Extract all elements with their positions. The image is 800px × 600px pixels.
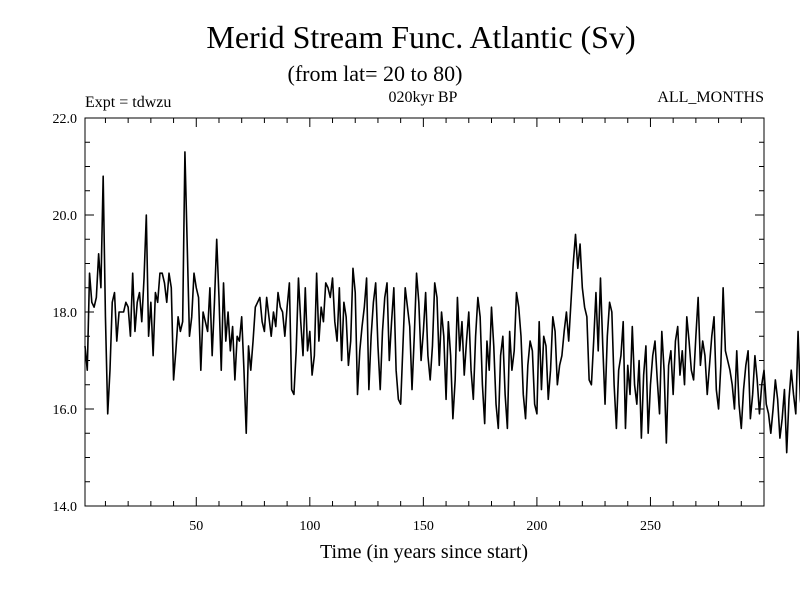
y-tick-label: 20.0 xyxy=(53,209,78,224)
x-tick-label: 50 xyxy=(189,519,203,534)
series-line xyxy=(84,151,800,454)
series-layer xyxy=(84,151,800,454)
x-tick-label: 200 xyxy=(526,519,547,534)
y-axis-ticks: 14.0 16.0 18.0 20.0 22.0 xyxy=(53,112,764,515)
x-tick-label: 150 xyxy=(413,519,434,534)
y-tick-label: 18.0 xyxy=(53,306,78,321)
y-tick-label: 22.0 xyxy=(53,112,78,127)
annotation-experiment: Expt = tdwzu xyxy=(85,94,171,111)
y-tick-label: 16.0 xyxy=(53,403,78,418)
annotation-period: 020kyr BP xyxy=(389,89,458,106)
x-axis-ticks: 50 100 150 200 250 xyxy=(104,118,742,534)
x-tick-label: 250 xyxy=(640,519,661,534)
chart-subtitle: (from lat= 20 to 80) xyxy=(288,61,463,86)
x-tick-label: 100 xyxy=(299,519,320,534)
chart-title: Merid Stream Func. Atlantic (Sv) xyxy=(206,19,635,55)
annotation-months: ALL_MONTHS xyxy=(657,89,764,106)
x-axis-label: Time (in years since start) xyxy=(320,541,528,563)
y-tick-label: 14.0 xyxy=(53,500,78,515)
